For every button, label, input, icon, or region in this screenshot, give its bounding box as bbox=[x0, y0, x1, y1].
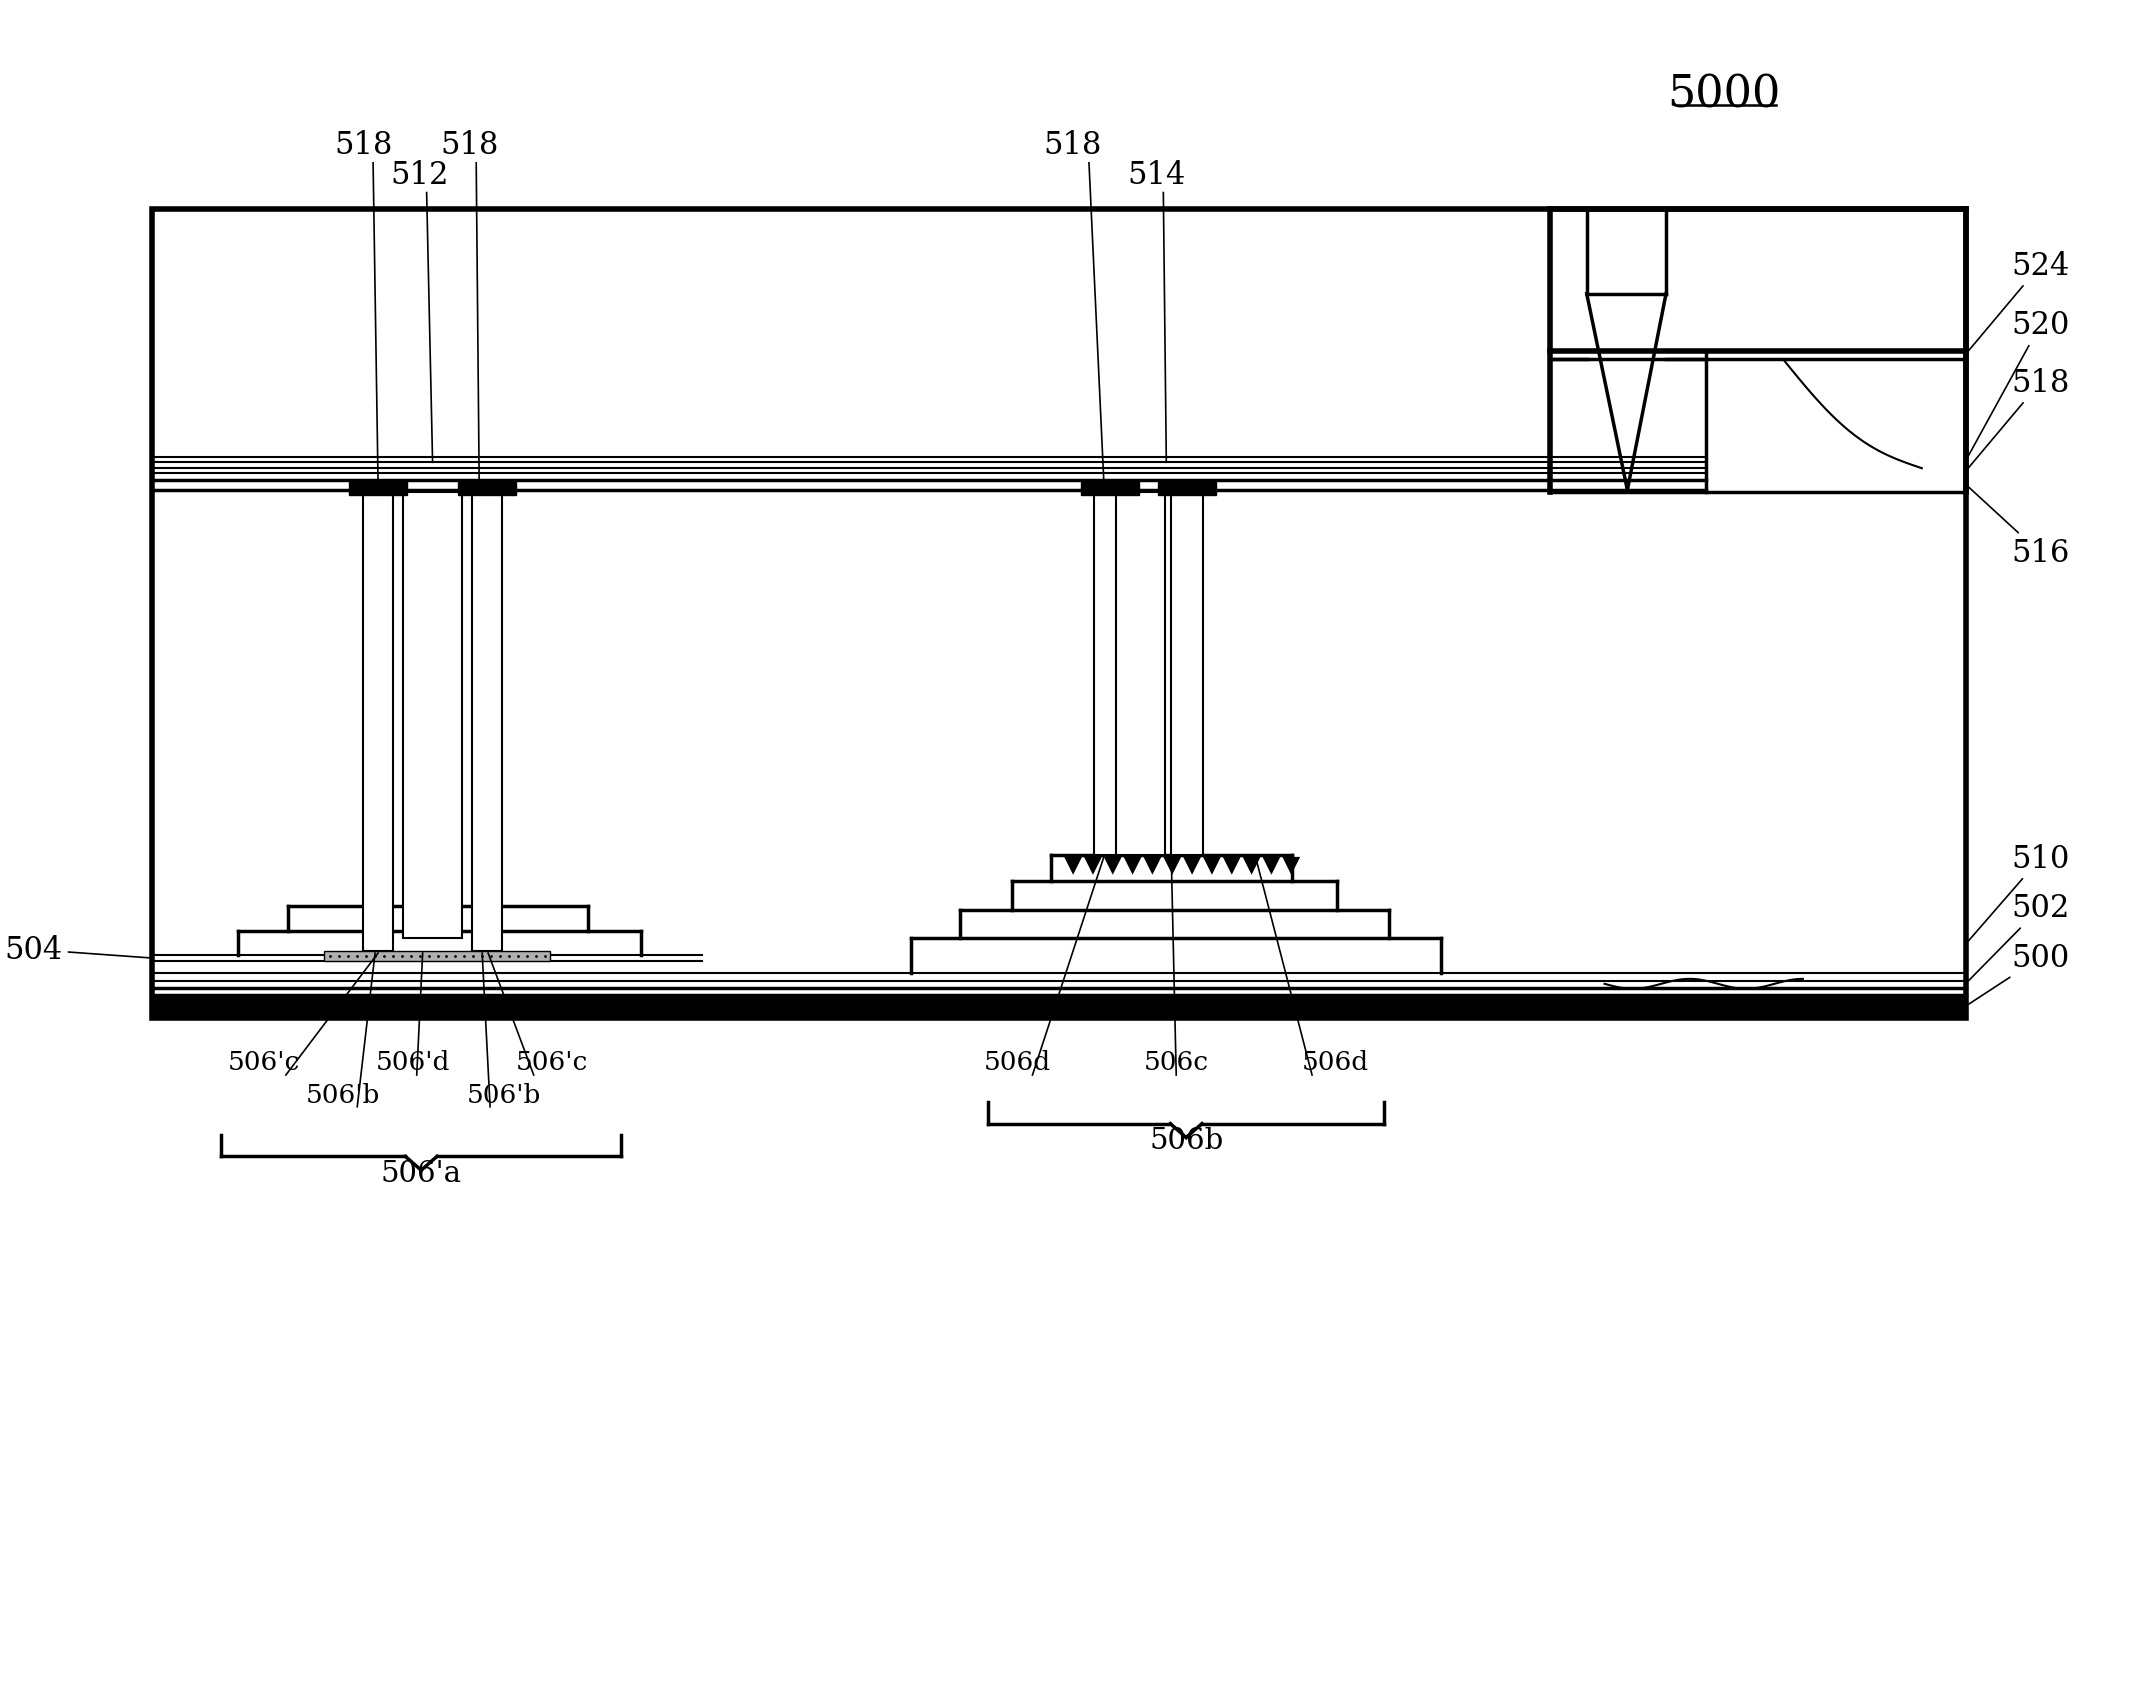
Bar bbox=[152, 211, 1966, 1018]
Text: 518: 518 bbox=[1044, 130, 1102, 160]
Polygon shape bbox=[1065, 858, 1082, 875]
Text: 516: 516 bbox=[1968, 488, 2068, 569]
Bar bbox=[349, 483, 406, 495]
Text: 506'b: 506'b bbox=[306, 1083, 381, 1108]
Bar bbox=[1093, 493, 1125, 855]
Polygon shape bbox=[1262, 858, 1281, 875]
Text: 518: 518 bbox=[1968, 368, 2068, 470]
Text: 520: 520 bbox=[1968, 311, 2068, 458]
Text: 512: 512 bbox=[391, 159, 449, 191]
Text: 502: 502 bbox=[1968, 893, 2068, 981]
Text: 506'd: 506'd bbox=[376, 1049, 449, 1074]
Polygon shape bbox=[1202, 858, 1221, 875]
Text: 506c: 506c bbox=[1144, 1049, 1209, 1074]
Polygon shape bbox=[1183, 858, 1200, 875]
Bar bbox=[1117, 493, 1166, 855]
Text: 5000: 5000 bbox=[1666, 73, 1780, 117]
Bar bbox=[402, 493, 462, 939]
Bar bbox=[364, 493, 394, 951]
Bar bbox=[323, 951, 550, 961]
Text: 506d: 506d bbox=[984, 1049, 1050, 1074]
Polygon shape bbox=[1164, 858, 1181, 875]
Text: 506'b: 506'b bbox=[466, 1083, 541, 1108]
Text: 514: 514 bbox=[1127, 159, 1185, 191]
Text: 518: 518 bbox=[441, 130, 498, 160]
Text: 506'c: 506'c bbox=[515, 1049, 588, 1074]
Bar bbox=[1080, 483, 1138, 495]
Polygon shape bbox=[1104, 858, 1121, 875]
Text: 524: 524 bbox=[1968, 250, 2068, 351]
Text: 506'a: 506'a bbox=[381, 1159, 462, 1187]
Text: 506'c: 506'c bbox=[229, 1049, 299, 1074]
Polygon shape bbox=[1224, 858, 1241, 875]
Text: 506b: 506b bbox=[1149, 1127, 1224, 1155]
Text: 510: 510 bbox=[1968, 843, 2068, 941]
Bar bbox=[458, 483, 515, 495]
Polygon shape bbox=[1144, 858, 1161, 875]
Bar bbox=[473, 493, 503, 951]
Polygon shape bbox=[1084, 858, 1102, 875]
Bar bbox=[152, 997, 1966, 1018]
Text: 506d: 506d bbox=[1301, 1049, 1369, 1074]
Bar bbox=[1159, 483, 1215, 495]
Text: 504: 504 bbox=[4, 934, 150, 966]
Bar bbox=[1172, 493, 1202, 855]
Text: 518: 518 bbox=[334, 130, 391, 160]
Polygon shape bbox=[1123, 858, 1142, 875]
Text: 500: 500 bbox=[1968, 942, 2068, 1005]
Polygon shape bbox=[1243, 858, 1260, 875]
Polygon shape bbox=[1281, 858, 1301, 875]
